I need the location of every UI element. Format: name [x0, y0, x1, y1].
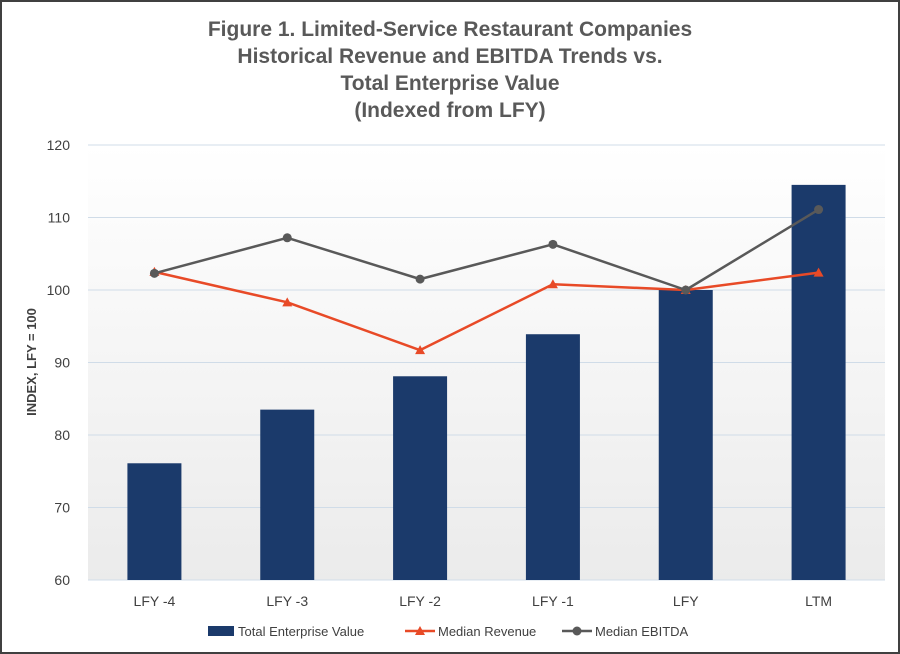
bar [260, 409, 315, 580]
series-line [154, 208, 820, 292]
x-tick-label: LFY -2 [399, 593, 441, 609]
data-point [547, 279, 558, 289]
data-point [813, 267, 824, 277]
gridlines [88, 144, 885, 581]
x-axis: LFY -4 LFY -3 LFY -2 LFY -1 LFY LTM [134, 593, 833, 609]
chart-title-line: (Indexed from LFY) [354, 99, 546, 122]
data-point [282, 297, 293, 307]
x-tick-label: LFY -3 [266, 593, 308, 609]
series-line [154, 270, 819, 352]
data-point [415, 345, 426, 355]
x-tick-label: LFY -4 [134, 593, 176, 609]
data-point [548, 239, 558, 249]
data-point [149, 268, 159, 278]
chart-title-line: Figure 1. Limited-Service Restaurant Com… [207, 18, 693, 41]
chart-title-line: Total Enterprise Value [340, 72, 560, 95]
legend-label: Median Revenue [438, 624, 536, 639]
bar [658, 290, 713, 580]
data-point [814, 205, 824, 215]
data-point [415, 274, 425, 284]
y-tick-label: 70 [54, 500, 70, 516]
x-tick-label: LFY -1 [532, 593, 574, 609]
x-tick-label: LTM [805, 593, 832, 609]
chart-title: Figure 1. Limited-Service Restaurant Com… [2, 16, 898, 124]
y-axis-label: INDEX, LFY = 100 [24, 308, 39, 416]
x-tick-label: LFY [673, 593, 699, 609]
y-tick-label: 100 [47, 282, 71, 298]
y-tick-label: 80 [54, 427, 70, 443]
data-point [282, 233, 292, 243]
bar-series [127, 184, 846, 580]
y-tick-label: 120 [47, 137, 71, 153]
bar [525, 334, 580, 580]
legend-item: Median EBITDA [562, 624, 689, 639]
line-series [149, 205, 824, 355]
legend-item: Median Revenue [405, 624, 536, 639]
legend-label: Median EBITDA [595, 624, 689, 639]
y-tick-label: 110 [48, 210, 71, 226]
bar [791, 184, 846, 580]
legend-item: Total Enterprise Value [208, 624, 364, 639]
legend: Total Enterprise Value Median Revenue Medi… [208, 624, 689, 639]
legend-swatch [208, 626, 234, 636]
y-axis: 60 70 80 90 100 110 120 [47, 137, 71, 588]
y-tick-label: 60 [54, 572, 70, 588]
legend-marker [572, 626, 582, 636]
bar [127, 463, 182, 580]
data-point [681, 285, 691, 295]
legend-label: Total Enterprise Value [238, 624, 364, 639]
legend-marker [415, 626, 425, 635]
y-tick-label: 90 [54, 355, 70, 371]
chart-title-line: Historical Revenue and EBITDA Trends vs. [237, 45, 663, 68]
bar [393, 376, 448, 580]
